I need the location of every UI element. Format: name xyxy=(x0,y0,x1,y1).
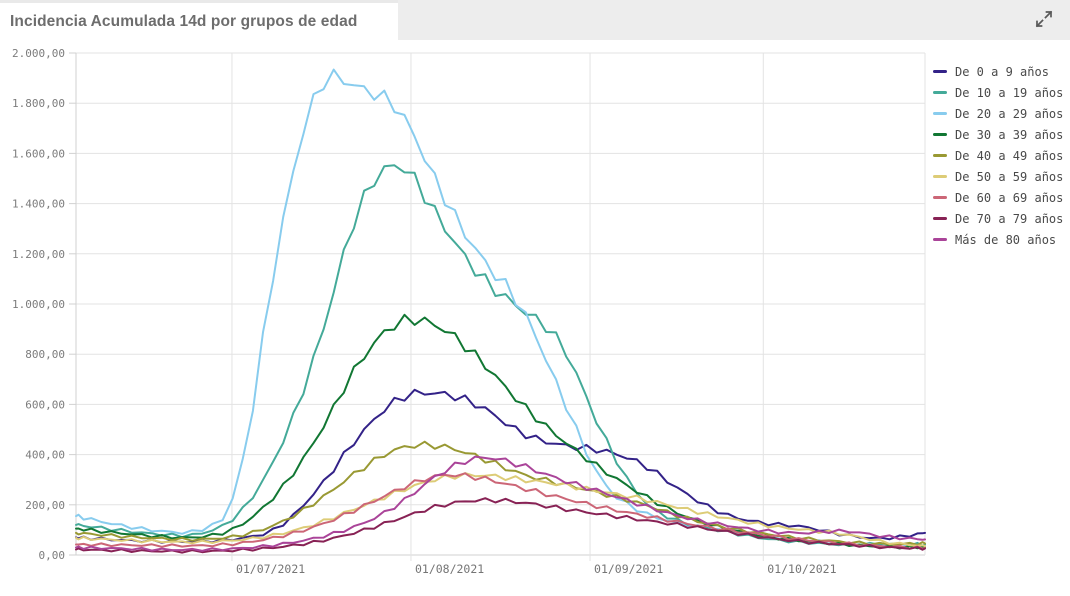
legend-swatch xyxy=(933,196,947,199)
y-tick-label: 1.600,00 xyxy=(12,147,65,160)
legend-label: De 10 a 19 años xyxy=(955,85,1064,100)
series-line-4[interactable] xyxy=(75,313,926,550)
grid-layer xyxy=(69,52,926,561)
y-tick-label: 1.000,00 xyxy=(12,298,65,311)
series-line-3[interactable] xyxy=(75,68,926,549)
series-line-7[interactable] xyxy=(75,472,926,550)
title-bar: Incidencia Acumulada 14d por grupos de e… xyxy=(0,3,398,40)
legend-label: De 40 a 49 años xyxy=(955,148,1064,163)
x-tick-label: 01/07/2021 xyxy=(236,562,305,576)
legend-item-5[interactable]: De 40 a 49 años xyxy=(933,145,1067,166)
legend-swatch xyxy=(933,70,947,73)
x-tick-label: 01/09/2021 xyxy=(594,562,663,576)
y-tick-label: 800,00 xyxy=(25,348,65,361)
y-tick-label: 400,00 xyxy=(25,449,65,462)
series-layer xyxy=(75,68,926,554)
legend-swatch xyxy=(933,175,947,178)
legend-label: De 50 a 59 años xyxy=(955,169,1064,184)
legend-label: De 60 a 69 años xyxy=(955,190,1064,205)
series-line-9[interactable] xyxy=(75,455,926,552)
series-line-5[interactable] xyxy=(75,440,926,546)
y-tick-label: 1.200,00 xyxy=(12,248,65,261)
legend-item-1[interactable]: De 0 a 9 años xyxy=(933,61,1067,82)
legend-item-4[interactable]: De 30 a 39 años xyxy=(933,124,1067,145)
y-tick-label: 200,00 xyxy=(25,499,65,512)
expand-button[interactable] xyxy=(1031,6,1057,32)
legend-swatch xyxy=(933,238,947,241)
x-tick-label: 01/10/2021 xyxy=(767,562,836,576)
y-tick-label: 1.400,00 xyxy=(12,198,65,211)
legend-item-9[interactable]: Más de 80 años xyxy=(933,229,1067,250)
y-tick-label: 1.800,00 xyxy=(12,97,65,110)
header-background xyxy=(398,0,1070,40)
legend-item-3[interactable]: De 20 a 29 años xyxy=(933,103,1067,124)
legend-item-7[interactable]: De 60 a 69 años xyxy=(933,187,1067,208)
y-tick-label: 2.000,00 xyxy=(12,47,65,60)
legend-label: De 30 a 39 años xyxy=(955,127,1064,142)
legend: De 0 a 9 años De 10 a 19 años De 20 a 29 a… xyxy=(933,61,1067,250)
series-line-8[interactable] xyxy=(75,497,926,554)
axis-label-layer: 0,00 200,00 400,00 600,00 800,00 1.000,00 1.20… xyxy=(12,47,837,576)
legend-swatch xyxy=(933,112,947,115)
legend-label: De 20 a 29 años xyxy=(955,106,1064,121)
y-tick-label: 600,00 xyxy=(25,398,65,411)
legend-swatch xyxy=(933,91,947,94)
legend-item-8[interactable]: De 70 a 79 años xyxy=(933,208,1067,229)
legend-swatch xyxy=(933,154,947,157)
expand-icon xyxy=(1035,10,1053,28)
legend-item-2[interactable]: De 10 a 19 años xyxy=(933,82,1067,103)
legend-label: De 0 a 9 años xyxy=(955,64,1049,79)
series-line-6[interactable] xyxy=(75,472,926,548)
chart-title: Incidencia Acumulada 14d por grupos de e… xyxy=(10,13,358,30)
x-tick-label: 01/08/2021 xyxy=(415,562,484,576)
legend-label: Más de 80 años xyxy=(955,232,1057,247)
legend-label: De 70 a 79 años xyxy=(955,211,1064,226)
legend-item-6[interactable]: De 50 a 59 años xyxy=(933,166,1067,187)
legend-swatch xyxy=(933,133,947,136)
series-line-2[interactable] xyxy=(75,164,926,547)
legend-swatch xyxy=(933,217,947,220)
y-tick-label: 0,00 xyxy=(39,549,66,562)
